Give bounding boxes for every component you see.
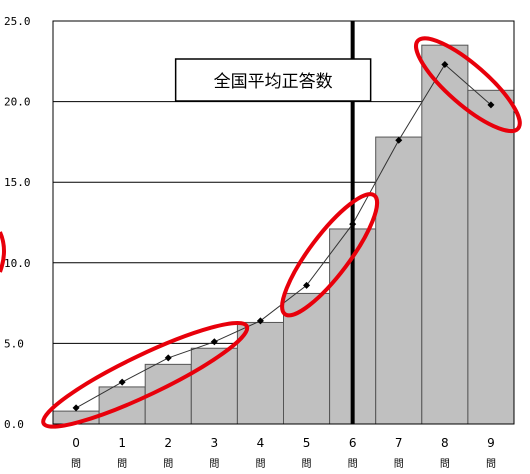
highlight-ellipses xyxy=(0,36,522,429)
y-tick-label: 5.0 xyxy=(4,337,24,350)
annotation-box xyxy=(174,58,372,102)
x-tick-label: 2 xyxy=(164,436,172,450)
data-point xyxy=(441,61,449,69)
x-tick-label: 5 xyxy=(303,436,311,450)
data-point xyxy=(72,404,80,412)
bar xyxy=(375,136,423,425)
data-point xyxy=(210,338,218,346)
highlight-ellipse xyxy=(280,192,380,318)
data-point xyxy=(164,354,172,362)
x-tick-label: 1 xyxy=(118,436,126,450)
highlight-arc-edge xyxy=(0,231,6,273)
x-tick-unit: 問 xyxy=(486,458,496,470)
bar xyxy=(467,89,515,425)
x-tick-unit: 問 xyxy=(440,458,450,470)
data-point xyxy=(395,136,403,144)
y-tick-label: 10.0 xyxy=(4,257,31,270)
bar xyxy=(283,292,331,425)
x-tick-label: 8 xyxy=(441,436,449,450)
x-tick-unit: 問 xyxy=(163,458,173,470)
y-tick-label: 20.0 xyxy=(4,96,31,109)
x-tick-unit: 問 xyxy=(117,458,127,470)
bar xyxy=(421,44,469,425)
x-tick-unit: 問 xyxy=(255,458,265,470)
y-axis-ticks: 0.0 5.0 10.0 15.0 20.0 25.0 xyxy=(4,15,31,431)
x-tick-label: 6 xyxy=(349,436,357,450)
plot-border xyxy=(52,20,515,425)
annotation-label: 全国平均正答数 xyxy=(214,72,333,92)
x-tick-label: 3 xyxy=(211,436,219,450)
highlight-ellipse xyxy=(41,321,250,429)
data-point xyxy=(118,378,126,386)
x-tick-unit: 問 xyxy=(394,458,404,470)
y-tick-label: 0.0 xyxy=(4,418,24,431)
national-average-annotation: 全国平均正答数 xyxy=(174,21,372,424)
x-tick-unit: 問 xyxy=(209,458,219,470)
highlight-ellipse xyxy=(414,36,522,134)
x-tick-unit: 問 xyxy=(348,458,358,470)
plot-frame xyxy=(52,20,515,425)
x-tick-unit: 問 xyxy=(71,458,81,470)
data-point xyxy=(487,101,495,109)
x-tick-label: 9 xyxy=(487,436,495,450)
x-axis-ticks: 0 問 1 問 2 問 3 問 4 問 5 問 6 問 7 問 8 問 9 問 xyxy=(71,436,496,470)
y-tick-label: 25.0 xyxy=(4,15,31,28)
data-point xyxy=(303,281,311,289)
y-tick-label: 15.0 xyxy=(4,176,31,189)
x-tick-unit: 問 xyxy=(302,458,312,470)
x-tick-label: 4 xyxy=(257,436,265,450)
x-tick-label: 0 xyxy=(72,436,80,450)
x-tick-label: 7 xyxy=(395,436,403,450)
data-point xyxy=(256,317,264,325)
